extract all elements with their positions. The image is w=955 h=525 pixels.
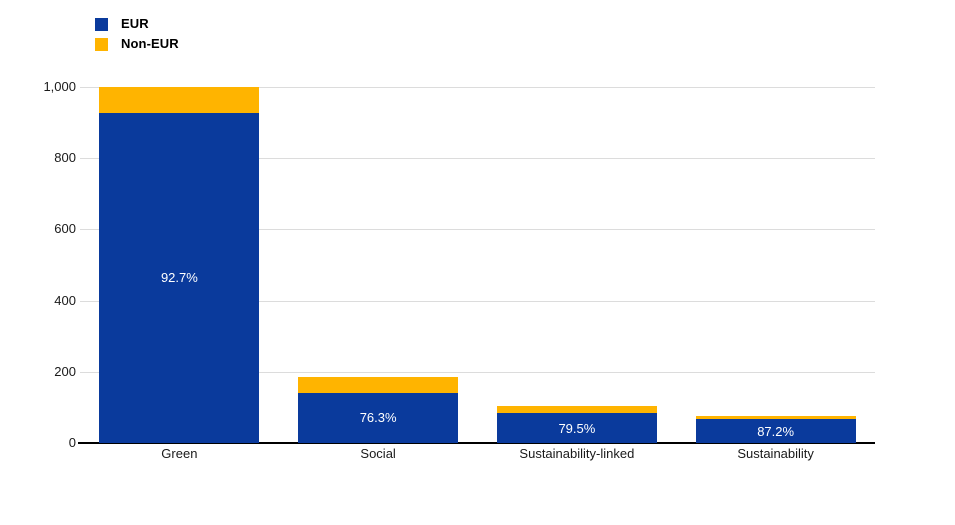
- bar-percentage-label: 76.3%: [359, 410, 397, 426]
- legend-item-eur: EUR: [95, 17, 179, 31]
- non-eur-series-swatch-icon: [95, 37, 108, 51]
- x-tick-label-sustainability-linked: Sustainability-linked: [519, 446, 635, 461]
- segment-eur-social: 76.3%: [298, 392, 459, 443]
- bar-percentage-label: 79.5%: [558, 420, 596, 436]
- bar-sustainability: 87.2%: [695, 415, 856, 443]
- bar-green: 92.7%: [99, 87, 260, 443]
- gridline-800: [80, 158, 875, 160]
- y-tick-label-1,000: 1,000: [43, 79, 76, 94]
- legend-item-non-eur: Non-EUR: [95, 37, 179, 51]
- y-tick-label-0: 0: [68, 435, 76, 450]
- segment-non-eur-green: [99, 87, 260, 113]
- segment-eur-sustainability-linked: 79.5%: [496, 413, 657, 443]
- y-tick-label-800: 800: [54, 150, 76, 166]
- x-axis-line: [78, 442, 875, 444]
- y-tick-label-400: 400: [54, 292, 76, 308]
- segment-non-eur-sustainability: [695, 415, 856, 420]
- legend-label-eur: EUR: [121, 16, 149, 31]
- eur-series-swatch-icon: [95, 17, 108, 31]
- bar-social: 76.3%: [298, 377, 459, 443]
- legend-label-non-eur: Non-EUR: [121, 36, 179, 51]
- x-tick-label-social: Social: [360, 446, 396, 461]
- bar-sustainability-linked: 79.5%: [496, 405, 657, 443]
- bar-percentage-label: 92.7%: [160, 270, 198, 286]
- gridline-600: [80, 229, 875, 231]
- gridline-200: [80, 371, 875, 373]
- segment-eur-sustainability: 87.2%: [695, 419, 856, 443]
- gridline-1,000: [80, 87, 875, 88]
- x-tick-label-sustainability: Sustainability: [737, 446, 814, 461]
- segment-non-eur-social: [298, 377, 459, 393]
- segment-non-eur-sustainability-linked: [496, 405, 657, 414]
- gridline-400: [80, 300, 875, 302]
- y-tick-label-600: 600: [54, 221, 76, 237]
- y-tick-label-200: 200: [54, 363, 76, 379]
- x-tick-label-green: Green: [161, 446, 198, 461]
- legend: EUR Non-EUR: [95, 17, 179, 51]
- segment-eur-green: 92.7%: [99, 112, 260, 443]
- bar-percentage-label: 87.2%: [757, 423, 795, 439]
